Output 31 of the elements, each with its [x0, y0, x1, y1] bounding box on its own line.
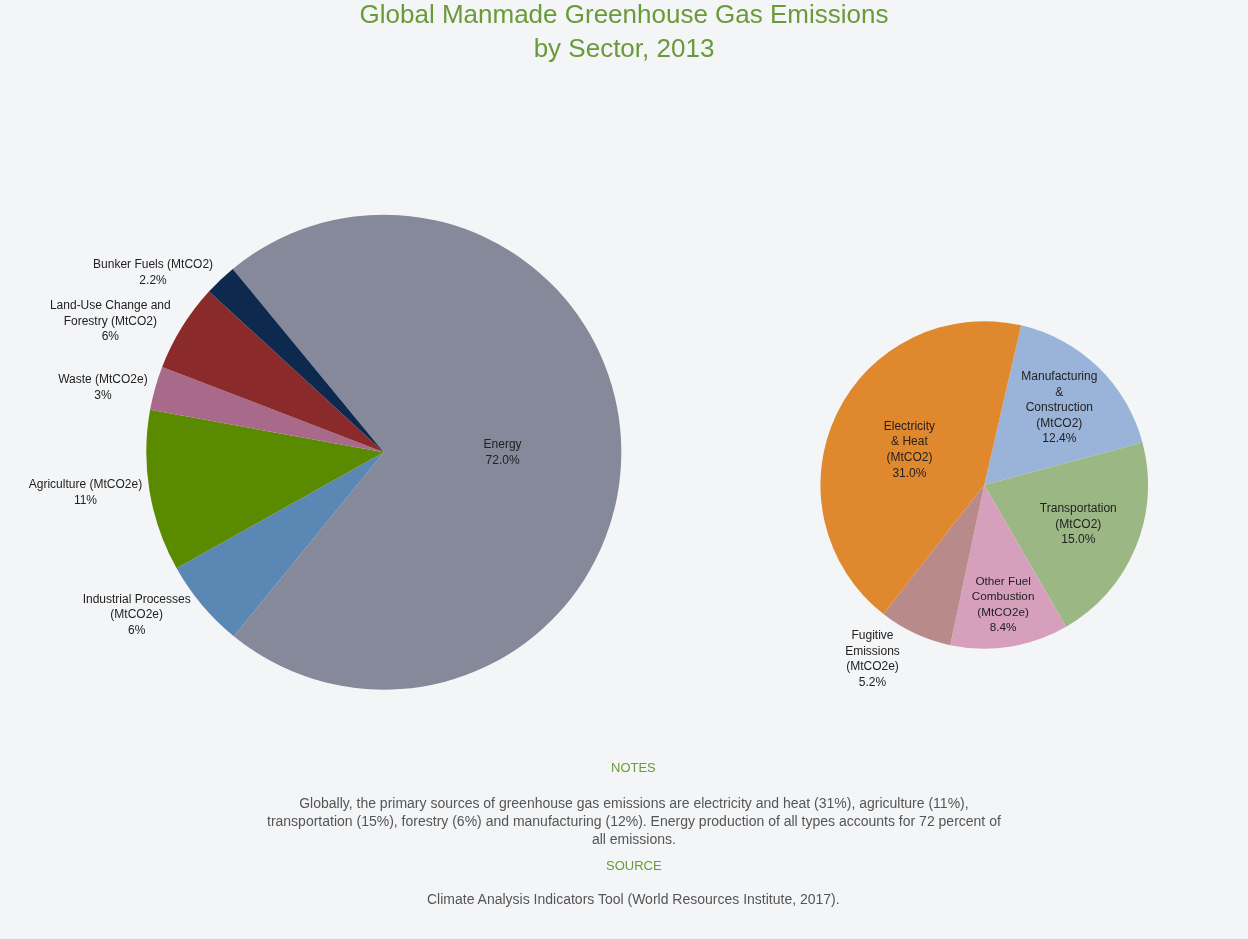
slice-label: Waste (MtCO2e) — [58, 372, 148, 387]
slice-label: Energy — [483, 437, 522, 452]
text: SOURCE — [606, 858, 662, 873]
data-label: 6% — [101, 329, 120, 344]
slice-label: Fugitive Emissions (MtCO2e) — [845, 627, 900, 674]
text: NOTES — [611, 760, 657, 775]
chart-title: Global Manmade Greenhouse Gas Emissions by Sector, 2013 — [359, 0, 889, 64]
data-label: 2.2% — [139, 272, 168, 287]
pie-slice — [146, 409, 384, 569]
data-label: 3% — [94, 387, 112, 402]
data-label: 15.0% — [1061, 532, 1096, 547]
slice-label: Bunker Fuels (MtCO2) — [93, 257, 214, 272]
slice-label: Electricity & Heat (MtCO2) — [883, 418, 936, 465]
data-label: 12.4% — [1042, 431, 1077, 446]
slice-label: Transportation (MtCO2) — [1039, 501, 1117, 531]
data-label: 5.2% — [858, 674, 887, 689]
data-label: 8.4% — [989, 619, 1018, 633]
text: Climate Analysis Indicators Tool (World Resources Institute, 2017). — [427, 891, 840, 907]
slice-label: Manufacturing & Construction (MtCO2) — [1021, 368, 1098, 430]
data-label: 72.0% — [485, 452, 520, 467]
slice-label: Other Fuel Combustion (MtCO2e) — [971, 574, 1035, 618]
pie-slice — [232, 214, 621, 690]
text: Globally, the primary sources of greenhouse gas emissions are electricity and heat (31%), agriculture (11%), transportation (15%), forestry (6%) and manufacturing (12%). Energy production of all types accounts for 72 percent of all emissions. — [267, 795, 1001, 848]
pie-slice — [984, 325, 1143, 485]
slice-label: Industrial Processes (MtCO2e) — [82, 591, 191, 622]
data-label: 11% — [73, 492, 98, 507]
slice-label: Agriculture (MtCO2e) — [28, 476, 143, 491]
data-label: 6% — [127, 622, 146, 637]
data-label: 31.0% — [892, 465, 927, 480]
slice-label: Land-Use Change and Forestry (MtCO2) — [49, 298, 171, 328]
pie-slice — [150, 366, 384, 453]
